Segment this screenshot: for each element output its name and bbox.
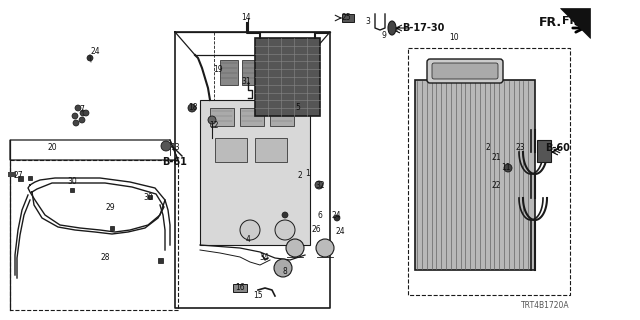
Circle shape [286,239,304,257]
Text: 13: 13 [170,143,180,153]
Text: 14: 14 [241,13,251,22]
Circle shape [504,164,512,172]
Text: FR.: FR. [539,15,562,28]
Text: 15: 15 [253,292,263,300]
Bar [158,258,163,263]
Circle shape [282,212,288,218]
Text: 12: 12 [209,121,219,130]
Text: 16: 16 [235,284,245,292]
Text: 24: 24 [331,211,341,220]
Text: 24: 24 [335,228,345,236]
Text: 2: 2 [298,171,302,180]
Text: 11: 11 [501,164,511,172]
Bar [233,284,247,292]
Text: 7: 7 [79,106,84,115]
Text: 8: 8 [283,268,287,276]
Circle shape [208,116,216,124]
Circle shape [315,181,323,189]
Circle shape [87,55,93,61]
Bar [18,176,23,181]
Text: 23: 23 [515,143,525,153]
Circle shape [188,104,196,112]
Circle shape [316,239,334,257]
Bar [240,108,264,126]
Text: 32: 32 [315,180,325,189]
Bar [148,195,152,199]
Bar [220,60,238,85]
Text: 20: 20 [47,143,57,153]
Circle shape [83,110,89,116]
Text: 9: 9 [381,30,387,39]
Text: 18: 18 [188,103,198,113]
Bar [242,60,260,85]
Text: 29: 29 [105,204,115,212]
Polygon shape [200,100,310,245]
Circle shape [161,141,171,151]
Bar [255,38,320,116]
Circle shape [240,220,260,240]
Text: 10: 10 [449,34,459,43]
Text: 21: 21 [492,154,500,163]
Text: 3: 3 [365,18,371,27]
Polygon shape [560,8,590,38]
Text: 6: 6 [317,211,323,220]
Circle shape [75,105,81,111]
Bar [264,60,282,85]
Text: B-17-30: B-17-30 [402,23,444,33]
Text: B-60: B-60 [545,143,570,153]
Bar [210,108,234,126]
Text: FR.: FR. [562,16,582,26]
Text: 27: 27 [13,171,23,180]
Bar [286,60,304,85]
Text: 34: 34 [259,253,269,262]
Bar [215,138,247,162]
FancyBboxPatch shape [427,59,503,83]
Circle shape [80,110,86,116]
Text: 25: 25 [341,13,351,22]
Text: 1: 1 [306,169,310,178]
Text: TRT4B1720A: TRT4B1720A [522,301,570,310]
Text: 5: 5 [296,103,300,113]
Text: 19: 19 [213,66,223,75]
Circle shape [73,120,79,126]
Text: 24: 24 [90,47,100,57]
Bar [70,188,74,192]
Circle shape [72,113,78,119]
Text: B-61: B-61 [163,157,188,167]
Circle shape [274,259,292,277]
Bar [342,14,354,22]
Circle shape [275,220,295,240]
Text: 26: 26 [311,226,321,235]
Bar [537,140,551,162]
Text: 2: 2 [486,143,490,153]
Bar [270,108,294,126]
Text: 31: 31 [241,77,251,86]
Text: 22: 22 [492,180,500,189]
FancyBboxPatch shape [432,63,498,79]
Circle shape [334,215,340,221]
Bar [415,80,535,270]
Text: 4: 4 [246,236,250,244]
Text: 28: 28 [100,253,109,262]
Circle shape [79,117,85,123]
Text: 30: 30 [67,178,77,187]
Bar [8,172,16,177]
Bar [110,226,114,230]
Bar [28,176,32,180]
Text: 30: 30 [143,193,153,202]
Bar [255,138,287,162]
Ellipse shape [388,21,396,35]
